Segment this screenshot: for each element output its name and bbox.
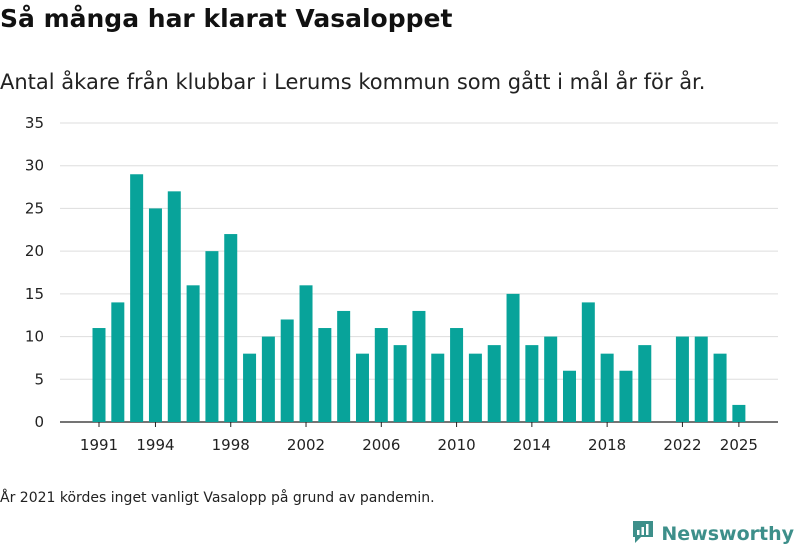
bar: [450, 328, 464, 422]
bar: [148, 208, 162, 422]
brand-logo: Newsworthy: [631, 519, 794, 549]
bar: [412, 310, 426, 422]
bar: [732, 404, 746, 422]
bar: [563, 370, 576, 422]
bar: [261, 336, 275, 422]
bar: [619, 370, 633, 422]
y-tick-label: 5: [34, 370, 44, 388]
bar: [600, 353, 614, 422]
bar: [243, 353, 257, 422]
chart-subtitle: Antal åkare från klubbar i Lerums kommun…: [0, 70, 706, 94]
x-tick-label: 2010: [437, 436, 475, 454]
x-tick-label: 2018: [588, 436, 626, 454]
bar: [92, 328, 106, 422]
bar: [638, 345, 652, 422]
bar: [713, 353, 727, 422]
x-tick-label: 1994: [136, 436, 174, 454]
bar: [111, 302, 125, 422]
bar: [506, 293, 520, 422]
bar: [205, 251, 219, 422]
bar: [167, 191, 181, 422]
y-tick-label: 25: [25, 199, 44, 217]
bar: [337, 310, 351, 422]
x-tick-label: 1998: [212, 436, 250, 454]
y-tick-label: 0: [34, 413, 44, 431]
newsworthy-logo-icon: [631, 519, 655, 549]
x-tick-label: 2022: [663, 436, 701, 454]
y-tick-label: 30: [25, 157, 44, 175]
bars: [92, 174, 746, 422]
x-tick-label: 2025: [720, 436, 758, 454]
bar: [544, 336, 558, 422]
bar: [487, 345, 501, 422]
bar: [130, 174, 144, 422]
x-axis-labels: 1991 1994 1998 2002 2006 2010 2014 2018 2022 2025: [80, 422, 758, 454]
bar: [374, 328, 388, 422]
x-tick-label: 2002: [287, 436, 325, 454]
x-tick-label: 2006: [362, 436, 400, 454]
y-tick-label: 35: [25, 114, 44, 132]
bar: [224, 234, 238, 422]
brand-name: Newsworthy: [661, 523, 794, 545]
bar: [694, 336, 708, 422]
y-axis-labels: 0 5 10 15 20 25 30 35: [25, 114, 44, 431]
bar: [525, 345, 539, 422]
bar: [468, 353, 482, 422]
y-tick-label: 20: [25, 242, 44, 260]
bar: [393, 345, 407, 422]
bar: [431, 353, 445, 422]
bar: [355, 353, 369, 422]
x-tick-label: 2014: [513, 436, 551, 454]
y-tick-label: 15: [25, 285, 44, 303]
bar: [675, 336, 689, 422]
bar: [318, 328, 332, 422]
bar: [186, 285, 200, 422]
x-tick-label: 1991: [80, 436, 118, 454]
bar: [299, 285, 313, 422]
y-tick-label: 10: [25, 328, 44, 346]
bar: [280, 319, 294, 422]
chart-title: Så många har klarat Vasaloppet: [0, 4, 453, 33]
bar: [581, 302, 595, 422]
footnote: År 2021 kördes inget vanligt Vasalopp på…: [0, 490, 435, 506]
